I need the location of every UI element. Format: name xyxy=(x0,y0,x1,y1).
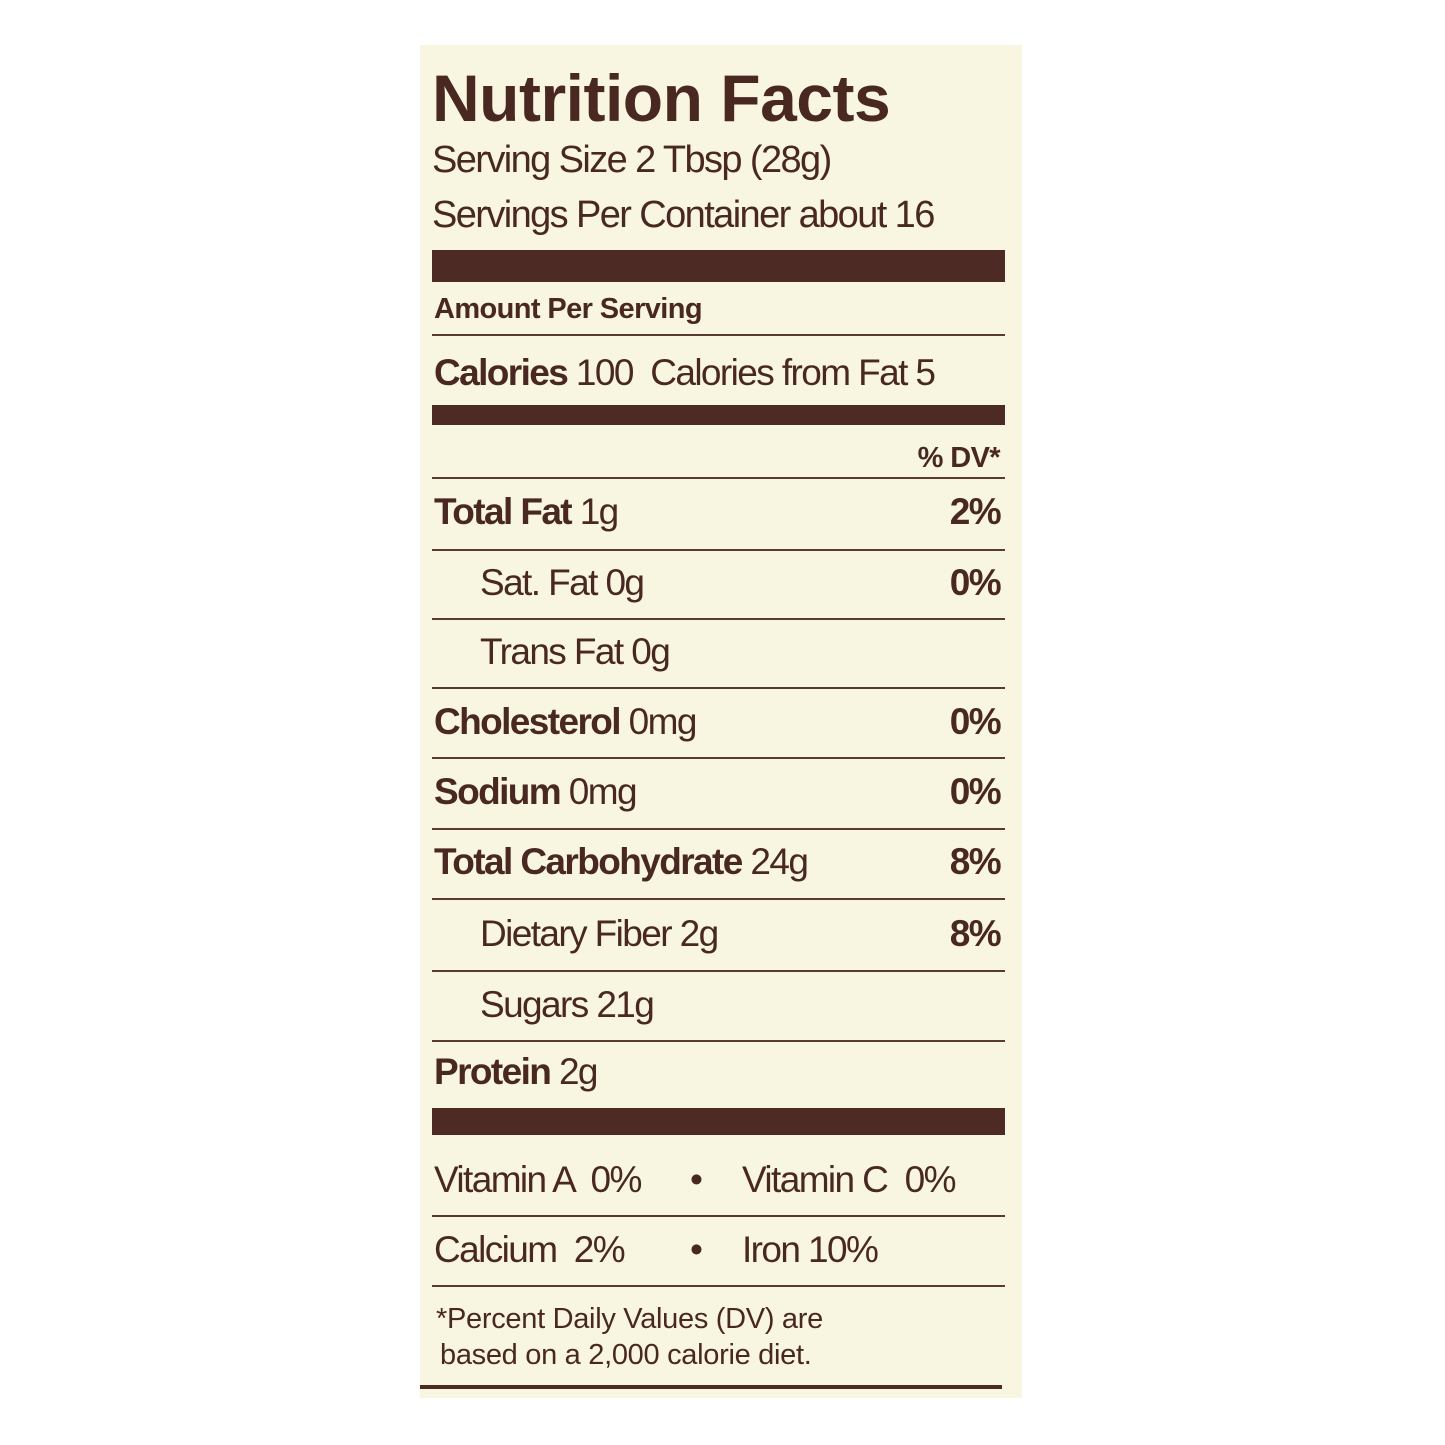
nutrient-amount: 2g xyxy=(679,913,720,954)
nutrient-dv: 8% xyxy=(949,841,1002,882)
nutrient-name: Trans Fat xyxy=(480,631,624,672)
divider xyxy=(432,1285,1005,1287)
divider xyxy=(432,549,1005,551)
nutrition-facts-panel: Nutrition Facts Serving Size 2 Tbsp (28g… xyxy=(420,45,1022,1398)
thick-divider xyxy=(432,405,1005,425)
divider xyxy=(432,618,1005,620)
divider xyxy=(432,898,1005,900)
vitamin-row-2: Calcium 2% • Iron 10% xyxy=(434,1230,1004,1270)
iron: Iron 10% xyxy=(742,1229,879,1270)
calcium: Calcium 2% xyxy=(434,1229,626,1270)
serving-size: Serving Size 2 Tbsp (28g) xyxy=(432,139,832,181)
dv-header: % DV* xyxy=(917,442,1001,474)
nutrient-name: Sugars xyxy=(480,984,589,1025)
label-title: Nutrition Facts xyxy=(432,61,891,135)
nutrient-amount: 0g xyxy=(631,631,671,672)
nutrient-row-sat-fat: Sat. Fat 0g 0% xyxy=(480,563,1004,603)
divider xyxy=(432,1040,1005,1042)
calories-value: 100 xyxy=(575,352,635,393)
nutrient-dv: 0% xyxy=(949,771,1002,812)
separator-dot: • xyxy=(690,1159,703,1200)
divider xyxy=(432,828,1005,830)
amount-per-serving: Amount Per Serving xyxy=(434,293,703,325)
footnote-line-2: based on a 2,000 calorie diet. xyxy=(440,1339,812,1371)
nutrient-amount: 2g xyxy=(558,1051,599,1092)
nutrient-dv: 0% xyxy=(949,562,1002,603)
calories-label: Calories xyxy=(434,352,569,393)
divider xyxy=(432,1215,1005,1217)
nutrient-dv: 0% xyxy=(949,701,1002,742)
nutrient-row-total-fat: Total Fat 1g 2% xyxy=(434,492,1004,532)
vitamin-c: Vitamin C 0% xyxy=(742,1159,957,1200)
nutrient-row-cholesterol: Cholesterol 0mg 0% xyxy=(434,702,1004,742)
divider xyxy=(432,334,1005,336)
divider xyxy=(432,970,1005,972)
separator-dot: • xyxy=(690,1229,703,1270)
vitamin-a: Vitamin A 0% xyxy=(434,1159,642,1200)
divider xyxy=(432,687,1005,689)
thick-divider xyxy=(432,1108,1005,1135)
vitamin-row-1: Vitamin A 0% • Vitamin C 0% xyxy=(434,1160,1004,1200)
nutrient-amount: 21g xyxy=(596,984,655,1025)
nutrient-amount: 0mg xyxy=(628,701,698,742)
footnote-line-1: *Percent Daily Values (DV) are xyxy=(436,1303,823,1335)
nutrient-dv: 2% xyxy=(949,491,1002,532)
calories-from-fat: Calories from Fat 5 xyxy=(650,352,936,393)
bottom-border xyxy=(420,1385,1002,1389)
servings-per-container: Servings Per Container about 16 xyxy=(432,194,935,236)
thick-divider xyxy=(432,250,1005,282)
divider xyxy=(432,477,1005,479)
nutrient-row-sodium: Sodium 0mg 0% xyxy=(434,772,1004,812)
nutrient-name: Sat. Fat xyxy=(480,562,598,603)
nutrient-row-dietary-fiber: Dietary Fiber 2g 8% xyxy=(480,914,1004,954)
nutrient-row-protein: Protein 2g xyxy=(434,1052,1004,1092)
nutrient-name: Dietary Fiber xyxy=(480,913,673,954)
nutrient-row-trans-fat: Trans Fat 0g xyxy=(480,632,1004,672)
nutrient-name: Sodium xyxy=(434,771,562,812)
nutrient-amount: 0g xyxy=(605,562,645,603)
nutrient-amount: 0mg xyxy=(568,771,638,812)
nutrient-dv: 8% xyxy=(949,913,1002,954)
nutrient-name: Total Fat xyxy=(434,491,573,532)
nutrient-name: Cholesterol xyxy=(434,701,622,742)
nutrient-row-sugars: Sugars 21g xyxy=(480,985,1004,1025)
nutrient-amount: 1g xyxy=(579,491,620,532)
nutrient-row-total-carbohydrate: Total Carbohydrate 24g 8% xyxy=(434,842,1004,882)
divider xyxy=(432,757,1005,759)
nutrient-name: Protein xyxy=(434,1051,552,1092)
calories-row: Calories 100 Calories from Fat 5 xyxy=(434,353,1004,393)
nutrient-amount: 24g xyxy=(750,841,809,882)
nutrient-name: Total Carbohydrate xyxy=(434,841,743,882)
